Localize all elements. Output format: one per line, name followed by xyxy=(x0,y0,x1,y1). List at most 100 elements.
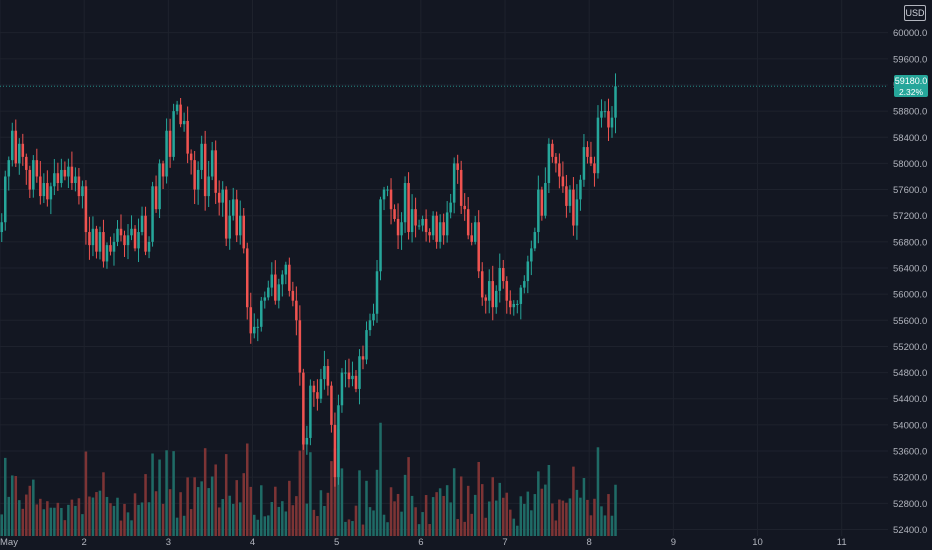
candle-body xyxy=(596,117,600,174)
last-change-label: 2.32% xyxy=(898,87,924,98)
volume-bar xyxy=(568,498,572,536)
time-tick-label: 11 xyxy=(837,537,847,548)
volume-bar xyxy=(274,486,277,536)
volume-bar xyxy=(470,513,473,536)
volume-bar xyxy=(63,520,67,536)
volume-bar xyxy=(326,492,330,536)
price-tick-label: 60000.0 xyxy=(893,28,927,39)
volume-bar xyxy=(245,443,249,536)
volume-bar xyxy=(424,495,428,536)
volume-bar xyxy=(137,504,140,536)
time-tick-label: 3 xyxy=(166,537,171,548)
volume-bar xyxy=(533,494,537,536)
candle-body xyxy=(526,261,530,282)
candle-body xyxy=(175,104,179,112)
volume-bar xyxy=(400,511,403,536)
price-tick-label: 55600.0 xyxy=(893,316,927,327)
volume-bar xyxy=(361,524,365,536)
candle-body xyxy=(459,169,463,206)
candle-body xyxy=(407,183,410,233)
candle-body xyxy=(49,186,53,200)
candle-body xyxy=(414,209,417,226)
volume-bar xyxy=(175,517,179,536)
candle-body xyxy=(242,215,246,249)
volume-bar xyxy=(516,525,519,536)
volume-bar xyxy=(530,510,533,536)
candle-body xyxy=(410,209,414,233)
volume-bar xyxy=(575,489,579,536)
volume-bar xyxy=(509,509,512,536)
candle-body xyxy=(200,143,203,170)
candle-body xyxy=(256,326,260,328)
volume-bar xyxy=(214,464,217,536)
volume-bar xyxy=(14,476,18,536)
candle-body xyxy=(449,202,452,213)
volume-bar xyxy=(407,457,410,536)
volume-bar xyxy=(603,515,607,536)
time-tick-label: May xyxy=(0,537,18,548)
time-axis[interactable]: May 2 3 4 5 6 7 8 9 10 11 xyxy=(0,537,847,548)
price-axis[interactable]: 52400.0 52800.0 53200.0 53600.0 54000.0 54400… xyxy=(893,28,927,536)
time-tick-label: 10 xyxy=(752,537,763,548)
candle-body xyxy=(607,111,610,128)
volume-bar xyxy=(270,502,274,536)
volume-bar xyxy=(372,510,375,536)
volume-bar xyxy=(596,447,600,536)
candle-body xyxy=(431,215,435,236)
volume-bar xyxy=(484,517,487,536)
volume-bar xyxy=(354,505,358,536)
candle-body xyxy=(572,189,575,226)
candle-body xyxy=(614,86,617,118)
time-tick-label: 5 xyxy=(334,537,339,548)
candle-body xyxy=(519,287,523,304)
volume-bar xyxy=(105,496,109,536)
candle-body xyxy=(502,268,505,282)
price-tick-label: 57600.0 xyxy=(893,185,927,196)
candle-body xyxy=(147,241,151,252)
volume-bar xyxy=(67,504,70,536)
candle-body xyxy=(182,120,186,125)
candle-body xyxy=(480,271,484,298)
volume-bar xyxy=(582,478,586,536)
candle-body xyxy=(302,372,305,445)
volume-bar xyxy=(203,448,207,536)
candle-body xyxy=(116,228,119,242)
candle-body xyxy=(151,186,154,242)
candle-body xyxy=(477,222,480,272)
currency-label[interactable]: USD xyxy=(904,5,926,21)
volume-bar xyxy=(172,451,175,536)
candle-body xyxy=(32,160,35,190)
volume-bar xyxy=(386,522,389,536)
volume-bar xyxy=(161,503,165,536)
candle-body xyxy=(586,147,589,157)
volume-bar xyxy=(53,507,56,536)
candle-body xyxy=(523,281,526,288)
price-tick-label: 56400.0 xyxy=(893,264,927,275)
volume-bar xyxy=(39,498,42,536)
candle-body xyxy=(554,156,558,164)
candle-body xyxy=(463,205,466,210)
volume-bar xyxy=(330,461,333,536)
candle-body xyxy=(60,169,63,184)
candle-body xyxy=(28,169,32,190)
volume-bar xyxy=(502,497,505,536)
last-price-tag: 59180.0 2.32% xyxy=(894,75,928,98)
volume-bar xyxy=(70,499,74,536)
time-tick-label: 8 xyxy=(587,537,592,548)
volume-bars xyxy=(0,422,617,536)
candle-body xyxy=(333,424,337,478)
candle-body xyxy=(253,326,256,334)
volume-bar xyxy=(200,481,203,536)
candle-body xyxy=(498,268,502,291)
volume-bar xyxy=(242,473,246,536)
volume-bar xyxy=(610,515,614,536)
candle-body xyxy=(109,245,112,252)
candle-body xyxy=(165,130,168,177)
candle-body xyxy=(140,215,144,233)
candle-body xyxy=(582,147,586,180)
candle-body xyxy=(224,189,228,239)
candle-body xyxy=(102,232,105,262)
volume-bar xyxy=(396,493,400,536)
